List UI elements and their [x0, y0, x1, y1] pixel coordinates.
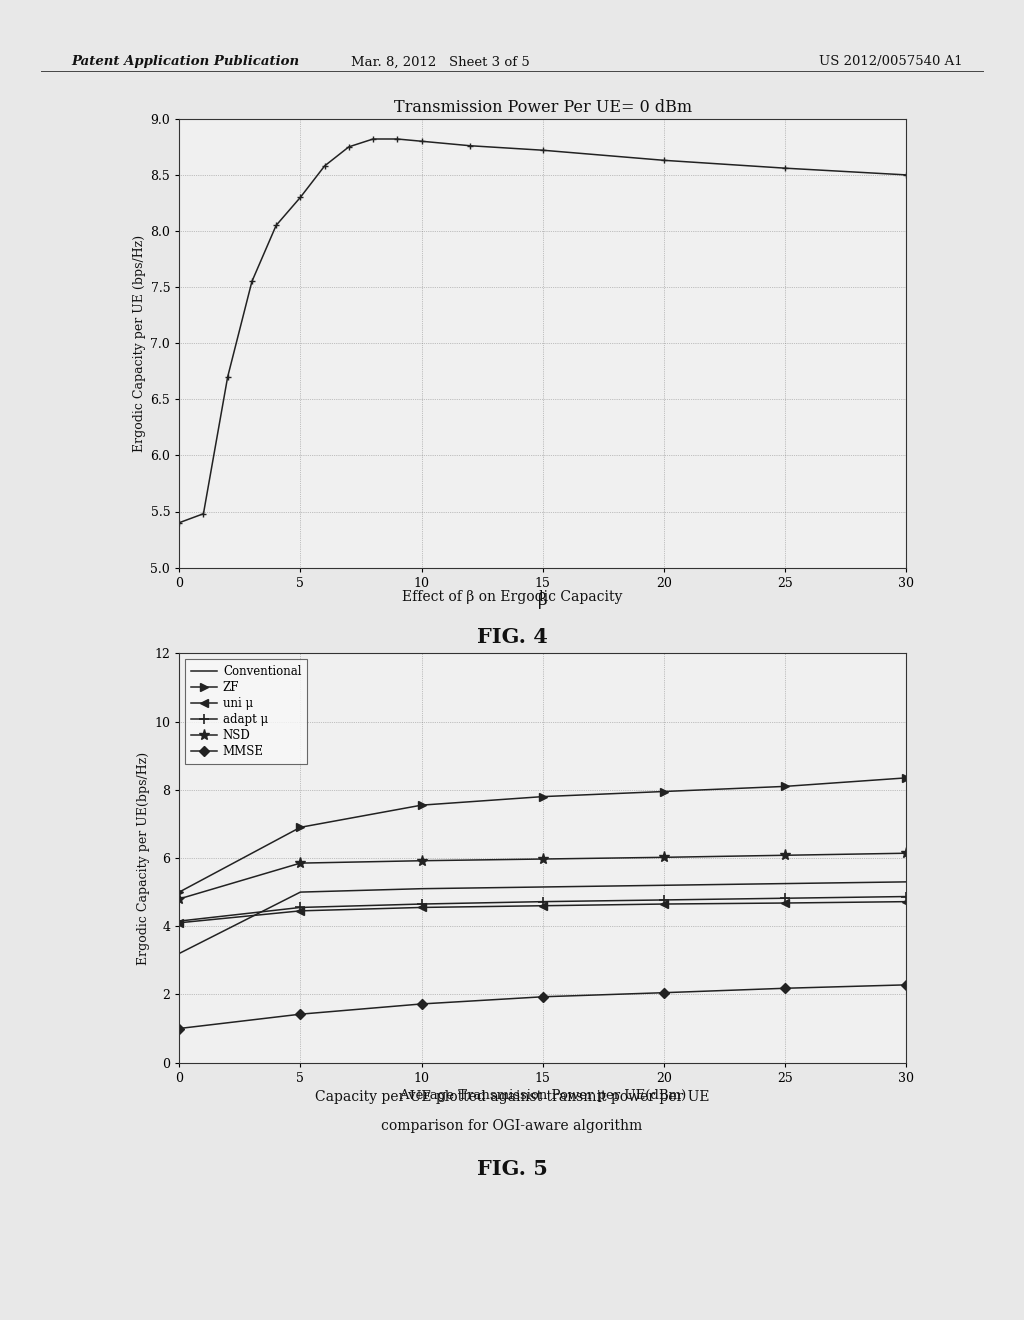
Line: adapt μ: adapt μ	[174, 892, 911, 925]
ZF	[657, 784, 670, 800]
X-axis label: β: β	[538, 593, 548, 610]
MMSE	[537, 989, 549, 1005]
MMSE	[173, 1020, 185, 1036]
adapt μ	[657, 892, 670, 908]
Text: Mar. 8, 2012   Sheet 3 of 5: Mar. 8, 2012 Sheet 3 of 5	[351, 55, 529, 69]
uni μ	[294, 903, 306, 919]
Line: NSD: NSD	[174, 847, 911, 904]
NSD	[294, 855, 306, 871]
Conventional	[173, 945, 185, 961]
Conventional	[537, 879, 549, 895]
NSD	[657, 849, 670, 865]
ZF	[900, 770, 912, 785]
Legend: Conventional, ZF, uni μ, adapt μ, NSD, MMSE: Conventional, ZF, uni μ, adapt μ, NSD, M…	[185, 659, 307, 764]
ZF	[416, 797, 428, 813]
Conventional	[416, 880, 428, 896]
Line: uni μ: uni μ	[175, 898, 910, 927]
Text: US 2012/0057540 A1: US 2012/0057540 A1	[819, 55, 963, 69]
adapt μ	[900, 888, 912, 904]
Text: FIG. 4: FIG. 4	[476, 627, 548, 647]
ZF	[537, 788, 549, 804]
MMSE	[900, 977, 912, 993]
uni μ	[416, 899, 428, 915]
Conventional	[900, 874, 912, 890]
MMSE	[294, 1006, 306, 1022]
NSD	[173, 891, 185, 907]
MMSE	[657, 985, 670, 1001]
NSD	[779, 847, 792, 863]
uni μ	[657, 896, 670, 912]
Conventional	[779, 875, 792, 891]
Y-axis label: Ergodic Capacity per UE(bps/Hz): Ergodic Capacity per UE(bps/Hz)	[137, 751, 150, 965]
MMSE	[416, 997, 428, 1012]
uni μ	[900, 894, 912, 909]
adapt μ	[294, 899, 306, 915]
uni μ	[537, 898, 549, 913]
ZF	[779, 779, 792, 795]
Line: MMSE: MMSE	[176, 981, 909, 1032]
adapt μ	[173, 913, 185, 929]
uni μ	[173, 915, 185, 931]
NSD	[416, 853, 428, 869]
Text: FIG. 5: FIG. 5	[476, 1159, 548, 1179]
Text: Patent Application Publication: Patent Application Publication	[72, 55, 300, 69]
Y-axis label: Ergodic Capacity per UE (bps/Hz): Ergodic Capacity per UE (bps/Hz)	[133, 235, 146, 451]
Conventional	[294, 884, 306, 900]
Line: ZF: ZF	[175, 774, 910, 896]
adapt μ	[779, 890, 792, 906]
Title: Transmission Power Per UE= 0 dBm: Transmission Power Per UE= 0 dBm	[393, 99, 692, 116]
Text: comparison for OGI-aware algorithm: comparison for OGI-aware algorithm	[381, 1119, 643, 1134]
Line: Conventional: Conventional	[179, 882, 906, 953]
Text: Effect of β on Ergodic Capacity: Effect of β on Ergodic Capacity	[401, 590, 623, 605]
adapt μ	[416, 896, 428, 912]
Conventional	[657, 878, 670, 894]
MMSE	[779, 981, 792, 997]
NSD	[537, 851, 549, 867]
ZF	[173, 884, 185, 900]
ZF	[294, 820, 306, 836]
Text: Capacity per UE plotted against transmit power per UE: Capacity per UE plotted against transmit…	[314, 1090, 710, 1105]
X-axis label: Average Transmission Power per UE(dBm): Average Transmission Power per UE(dBm)	[399, 1089, 686, 1102]
NSD	[900, 845, 912, 861]
uni μ	[779, 895, 792, 911]
adapt μ	[537, 894, 549, 909]
